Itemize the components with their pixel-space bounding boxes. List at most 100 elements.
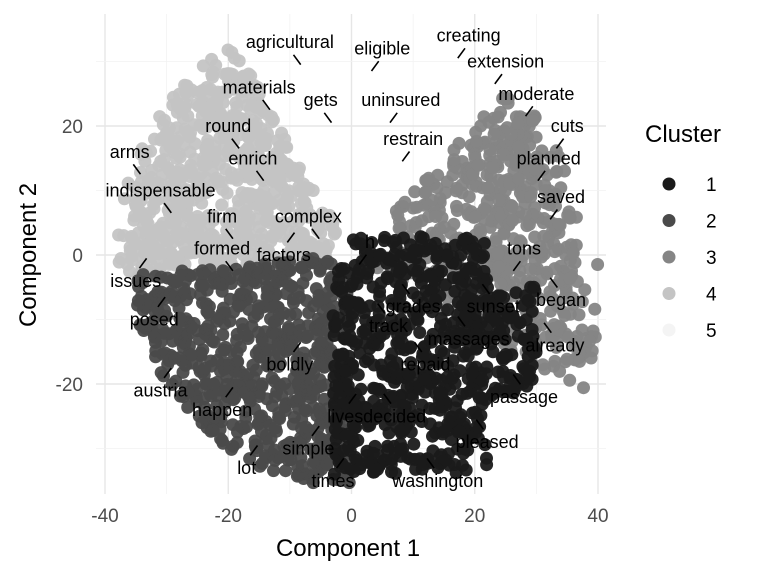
cluster-2-point — [147, 330, 161, 344]
cluster-1-point — [373, 248, 386, 262]
cluster-1-point — [413, 326, 427, 339]
word-label: decided — [363, 406, 426, 426]
cluster-2-point — [193, 333, 206, 346]
word-label: washington — [391, 471, 483, 491]
cluster-1-point — [418, 372, 432, 386]
cluster-2-point — [252, 390, 266, 403]
cluster-1-point — [352, 297, 366, 311]
cluster-3-point — [553, 272, 567, 286]
leader-line — [555, 138, 565, 149]
word-label: simple — [282, 439, 334, 459]
cluster-3-point — [492, 260, 506, 274]
cluster-3-point — [511, 140, 525, 154]
leader-line — [512, 374, 522, 385]
cluster-2-point — [196, 267, 210, 280]
cluster-1-point — [411, 290, 425, 304]
cluster-3-point — [575, 323, 589, 337]
cluster-3-point — [549, 144, 563, 158]
cluster-2-point — [289, 307, 303, 321]
leader-line — [335, 457, 345, 469]
cluster-4-point — [134, 175, 148, 189]
cluster-1-point — [497, 324, 511, 338]
leader-line — [323, 112, 333, 124]
cluster-3-point — [563, 272, 577, 285]
cluster-4-point — [138, 187, 152, 201]
cluster-4-point — [206, 70, 219, 84]
cluster-3-point — [575, 295, 589, 309]
cluster-2-point — [284, 453, 298, 466]
word-label: indispensable — [105, 181, 215, 201]
cluster-2-point — [295, 261, 309, 275]
leader-line — [524, 105, 534, 117]
legend-key — [662, 250, 676, 264]
cluster-1-point — [429, 293, 443, 307]
cluster-1-point — [463, 342, 477, 356]
cluster-2-point — [181, 400, 195, 414]
cluster-2-point — [257, 300, 270, 314]
cluster-4-point — [227, 51, 241, 65]
cluster-3-point — [563, 210, 577, 224]
cluster-1-point — [337, 397, 351, 411]
leader-line — [426, 457, 435, 469]
cluster-4-point — [265, 110, 279, 124]
cluster-2-point — [306, 472, 320, 486]
cluster-4-point — [255, 233, 269, 247]
cluster-2-point — [279, 464, 293, 478]
legend-label: 4 — [706, 285, 717, 306]
cluster-2-point — [267, 464, 280, 478]
cluster-2-point — [184, 320, 198, 334]
cluster-2-point — [315, 337, 329, 351]
cluster-1-point — [360, 401, 373, 415]
word-label: enrich — [228, 148, 277, 168]
cluster-1-point — [384, 312, 398, 326]
cluster-3-point — [584, 351, 598, 365]
cluster-2-point — [149, 344, 163, 358]
leader-line — [292, 54, 302, 66]
cluster-3-point — [530, 150, 544, 164]
word-label: boldly — [266, 355, 313, 375]
cluster-1-point — [386, 297, 400, 311]
cluster-4-point — [244, 189, 257, 203]
cluster-1-point — [339, 364, 352, 378]
x-tick-labels: -40 -20 0 20 40 — [91, 506, 608, 527]
cluster-1-point — [330, 317, 344, 331]
cluster-2-point — [314, 432, 328, 446]
leader-line — [157, 296, 166, 308]
cluster-4-point — [205, 52, 219, 66]
cluster-1-point — [519, 313, 533, 327]
word-label: began — [536, 290, 586, 310]
cluster-1-point — [470, 387, 484, 400]
cluster-1-point — [443, 410, 457, 424]
y-axis-title: Component 2 — [15, 183, 42, 327]
cluster-1-point — [415, 462, 429, 476]
cluster-1-point — [454, 248, 468, 262]
x-tick-label: -40 — [91, 506, 118, 527]
cluster-3-point — [408, 185, 422, 199]
legend-label: 5 — [706, 321, 717, 342]
cluster-1-point — [479, 330, 493, 344]
cluster-4-point — [220, 186, 234, 200]
cluster-2-point — [206, 423, 220, 437]
cluster-4-point — [280, 140, 294, 154]
cluster-1-point — [394, 449, 408, 463]
cluster-2-point — [230, 346, 244, 359]
cluster-2-point — [175, 314, 188, 328]
cluster-3-point — [481, 181, 495, 195]
cluster-2-point — [194, 349, 208, 363]
cluster-4-point — [162, 121, 176, 135]
word-label: formed — [194, 239, 250, 259]
cluster-1-point — [341, 379, 355, 393]
cluster-3-point — [544, 304, 558, 318]
cluster-1-point — [332, 380, 346, 393]
cluster-4-point — [231, 168, 245, 182]
cluster-2-point — [304, 373, 318, 387]
cluster-4-point — [284, 189, 298, 203]
cluster-2-point — [131, 294, 145, 308]
cluster-2-point — [132, 280, 146, 294]
cluster-2-point — [313, 264, 327, 278]
cluster-2-point — [253, 459, 267, 473]
cluster-4-point — [180, 183, 194, 197]
cluster-3-point — [583, 334, 597, 348]
cluster-2-point — [278, 377, 292, 391]
cluster-3-point — [447, 153, 461, 167]
